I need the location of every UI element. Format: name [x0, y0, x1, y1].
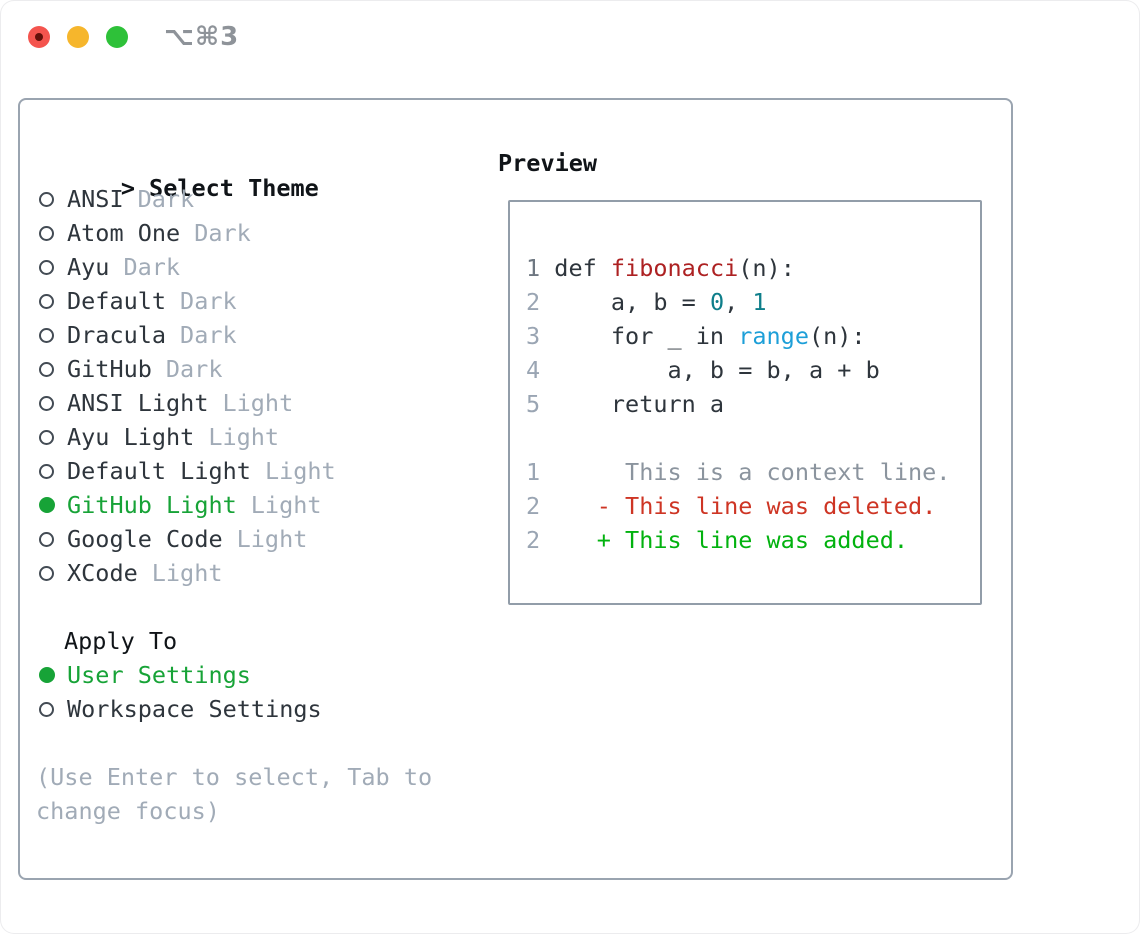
code-preview: 1 def fibonacci(n): 2 a, b = 0, 1 3 for _ …: [526, 251, 950, 557]
code-line: 2 - This line was deleted.: [526, 492, 937, 520]
theme-variant-label: Light: [222, 389, 294, 417]
theme-option[interactable]: Dracula Dark: [36, 318, 336, 352]
theme-variant-label: Light: [250, 491, 322, 519]
code-line: 3 for _ in range(n):: [526, 322, 866, 350]
preview-title: Preview: [498, 149, 598, 177]
theme-option[interactable]: Google Code Light: [36, 522, 336, 556]
theme-list: ANSI Dark Atom One Dark Ayu Dark Default Dark Dr…: [36, 182, 336, 590]
theme-variant-label: Light: [208, 423, 280, 451]
apply-to-option[interactable]: Workspace Settings: [36, 692, 322, 726]
code-line: 2 a, b = 0, 1: [526, 288, 767, 316]
radio-icon: [39, 259, 54, 275]
theme-option[interactable]: Default Dark: [36, 284, 336, 318]
theme-variant-label: Dark: [123, 253, 181, 281]
radio-icon: [39, 531, 54, 547]
option-label: Workspace Settings: [67, 695, 322, 723]
option-label: XCode: [67, 559, 138, 587]
theme-option[interactable]: XCode Light: [36, 556, 336, 590]
unsaved-changes-dot-icon: [35, 33, 43, 41]
radio-icon: [39, 429, 54, 445]
theme-option[interactable]: Default Light Light: [36, 454, 336, 488]
radio-icon: [39, 463, 54, 479]
code-line: 5 return a: [526, 390, 725, 418]
theme-variant-label: Light: [264, 457, 336, 485]
radio-icon: [39, 361, 54, 377]
theme-option[interactable]: GitHub Light Light: [36, 488, 336, 522]
option-label: ANSI Light: [67, 389, 209, 417]
apply-to-header: Apply To: [64, 627, 178, 655]
option-label: Default Light: [67, 457, 251, 485]
radio-icon: [39, 191, 54, 207]
option-label: Ayu Light: [67, 423, 195, 451]
option-label: Atom One: [67, 219, 181, 247]
option-label: User Settings: [67, 661, 251, 689]
theme-picker-dialog: > Select Theme ANSI Dark Atom One Dark Ayu Dar…: [18, 98, 1013, 880]
theme-variant-label: Dark: [180, 321, 237, 349]
code-line: 2 + This line was added.: [526, 526, 909, 554]
radio-icon: [39, 701, 54, 717]
theme-option[interactable]: GitHub Dark: [36, 352, 336, 386]
code-line: 1 def fibonacci(n):: [526, 254, 795, 282]
window-title: ⌥⌘3: [164, 22, 240, 52]
theme-option[interactable]: Ayu Dark: [36, 250, 336, 284]
radio-icon: [39, 565, 54, 581]
select-theme-title: Select Theme: [149, 174, 319, 202]
apply-to-list: User Settings Workspace Settings: [36, 658, 322, 726]
theme-option[interactable]: ANSI Light Light: [36, 386, 336, 420]
radio-icon: [39, 327, 54, 343]
theme-variant-label: Light: [236, 525, 308, 553]
theme-variant-label: Dark: [180, 287, 237, 315]
radio-selected-icon: [39, 497, 55, 513]
theme-option[interactable]: ANSI Dark: [36, 182, 336, 216]
code-line: 1 This is a context line.: [526, 458, 951, 486]
theme-variant-label: Dark: [165, 355, 223, 383]
option-label: ANSI: [67, 185, 124, 213]
option-label: Google Code: [67, 525, 223, 553]
radio-icon: [39, 293, 54, 309]
radio-selected-icon: [39, 667, 55, 683]
close-button[interactable]: [28, 26, 50, 48]
zoom-button[interactable]: [106, 26, 128, 48]
minimize-button[interactable]: [67, 26, 89, 48]
option-label: Ayu: [67, 253, 110, 281]
preview-box: 1 def fibonacci(n): 2 a, b = 0, 1 3 for _ …: [508, 200, 982, 605]
option-label: GitHub: [67, 355, 152, 383]
radio-icon: [39, 225, 54, 241]
option-label: Dracula: [67, 321, 167, 349]
theme-option[interactable]: Ayu Light Light: [36, 420, 336, 454]
option-label: Default: [67, 287, 167, 315]
code-line: 4 a, b = b, a + b: [526, 356, 880, 384]
hint-text: (Use Enter to select, Tab to change focu…: [36, 763, 433, 825]
select-theme-header: > Select Theme: [36, 146, 319, 230]
radio-icon: [39, 395, 54, 411]
option-label: GitHub Light: [67, 491, 237, 519]
theme-variant-label: Light: [151, 559, 223, 587]
prompt-caret-icon: >: [120, 174, 136, 202]
theme-option[interactable]: Atom One Dark: [36, 216, 336, 250]
apply-to-option[interactable]: User Settings: [36, 658, 322, 692]
titlebar: ⌥⌘3: [0, 0, 1140, 98]
code-line: [526, 421, 950, 455]
theme-variant-label: Dark: [137, 185, 195, 213]
theme-variant-label: Dark: [194, 219, 251, 247]
